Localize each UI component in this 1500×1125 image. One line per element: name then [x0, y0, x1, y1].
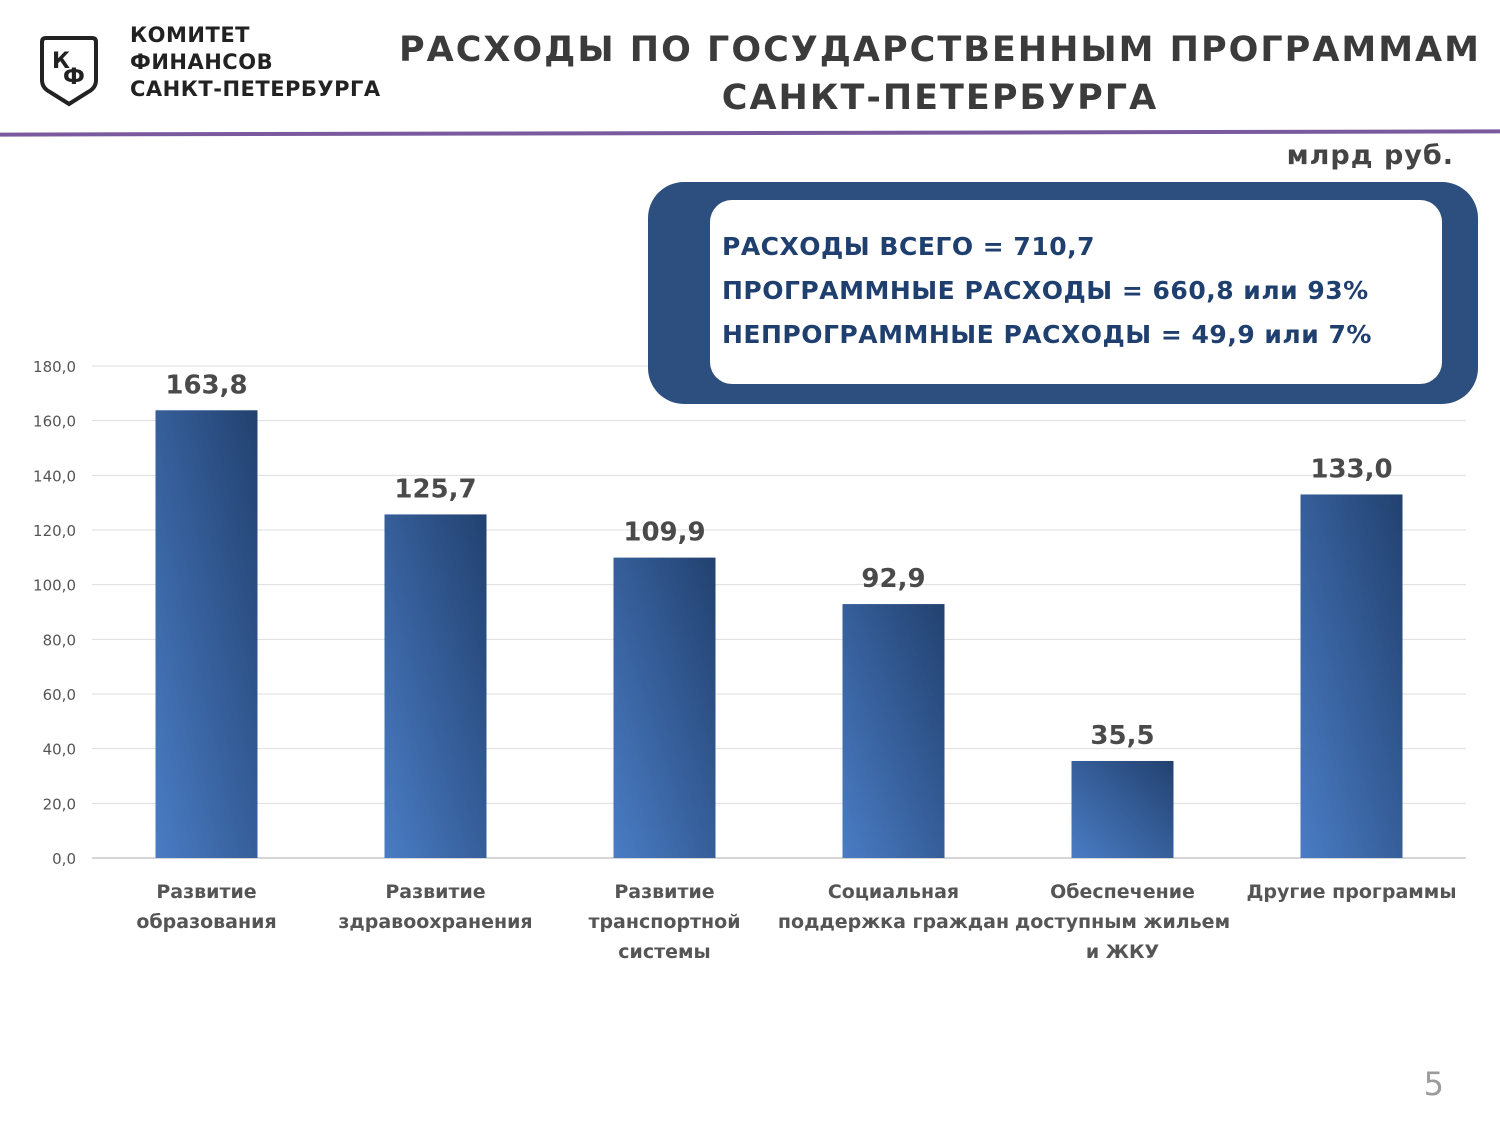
- bar: [842, 604, 945, 858]
- y-tick-label: 180,0: [33, 358, 76, 376]
- summary-panel: РАСХОДЫ ВСЕГО = 710,7 ПРОГРАММНЫЕ РАСХОД…: [710, 200, 1442, 384]
- x-category-label: Обеспечение доступным жильем и ЖКУ: [1015, 881, 1230, 963]
- page-title-line-2: САНКТ-ПЕТЕРБУРГА: [721, 78, 1159, 118]
- x-category-label-line: здравоохранения: [338, 911, 532, 933]
- org-name-line-3: САНКТ-ПЕТЕРБУРГА: [130, 77, 381, 101]
- y-tick-label: 120,0: [33, 522, 76, 540]
- y-tick-label: 40,0: [43, 741, 76, 759]
- x-category-label: Социальная поддержка граждан: [778, 881, 1009, 933]
- x-category-label-line: транспортной: [588, 911, 740, 933]
- committee-logo: К Ф: [40, 36, 98, 107]
- unit-label: млрд руб.: [1286, 140, 1454, 171]
- summary-program: ПРОГРАММНЫЕ РАСХОДЫ = 660,8 или 93%: [722, 276, 1369, 305]
- x-category-label: Другие программы: [1246, 881, 1456, 903]
- page-title-line-1: РАСХОДЫ ПО ГОСУДАРСТВЕННЫМ ПРОГРАММАМ: [399, 30, 1481, 70]
- x-category-label-line: и ЖКУ: [1086, 941, 1160, 963]
- y-tick-label: 20,0: [43, 795, 76, 813]
- data-label: 109,9: [623, 518, 705, 548]
- svg-text:Ф: Ф: [63, 65, 85, 90]
- x-category-label-line: Развитие: [385, 881, 485, 903]
- data-label: 125,7: [394, 474, 476, 504]
- x-category-label: Развитие здравоохранения: [338, 881, 532, 933]
- y-tick-label: 0,0: [52, 850, 76, 868]
- y-tick-label: 60,0: [43, 686, 76, 704]
- svg-text:К: К: [52, 49, 70, 74]
- x-category-label-line: Развитие: [156, 881, 256, 903]
- bar: [613, 557, 716, 858]
- summary-nonprogram: НЕПРОГРАММНЫЕ РАСХОДЫ = 49,9 или 7%: [722, 320, 1372, 349]
- data-label: 92,9: [861, 564, 925, 594]
- x-category-label-line: Развитие: [614, 881, 714, 903]
- x-category-label: Развитие транспортной системы: [588, 881, 740, 963]
- bar: [384, 514, 487, 858]
- x-category-label: Развитие образования: [136, 881, 276, 933]
- x-category-label-line: Другие программы: [1246, 881, 1456, 903]
- y-tick-label: 140,0: [33, 467, 76, 485]
- org-name-line-2: ФИНАНСОВ: [130, 50, 274, 74]
- summary-total: РАСХОДЫ ВСЕГО = 710,7: [722, 232, 1096, 261]
- data-label: 133,0: [1310, 454, 1392, 484]
- page-number: 5: [1423, 1065, 1444, 1103]
- x-category-label-line: Социальная: [828, 881, 959, 903]
- data-label: 35,5: [1090, 721, 1154, 751]
- x-category-label-line: системы: [618, 941, 710, 963]
- page-title: РАСХОДЫ ПО ГОСУДАРСТВЕННЫМ ПРОГРАММАМ СА…: [390, 26, 1490, 122]
- org-name-line-1: КОМИТЕТ: [130, 23, 250, 47]
- summary-box: РАСХОДЫ ВСЕГО = 710,7 ПРОГРАММНЫЕ РАСХОД…: [648, 182, 1478, 404]
- bar: [155, 410, 258, 858]
- x-category-label-line: образования: [136, 911, 276, 933]
- organization-name: КОМИТЕТ ФИНАНСОВ САНКТ-ПЕТЕРБУРГА: [130, 22, 381, 103]
- y-tick-label: 100,0: [33, 577, 76, 595]
- x-category-label-line: поддержка граждан: [778, 911, 1009, 933]
- x-category-label-line: Обеспечение: [1050, 881, 1195, 903]
- data-label: 163,8: [165, 370, 247, 400]
- y-tick-label: 80,0: [43, 631, 76, 649]
- bar: [1300, 494, 1403, 858]
- bar: [1071, 760, 1174, 858]
- y-tick-label: 160,0: [33, 413, 76, 431]
- x-category-label-line: доступным жильем: [1015, 911, 1230, 933]
